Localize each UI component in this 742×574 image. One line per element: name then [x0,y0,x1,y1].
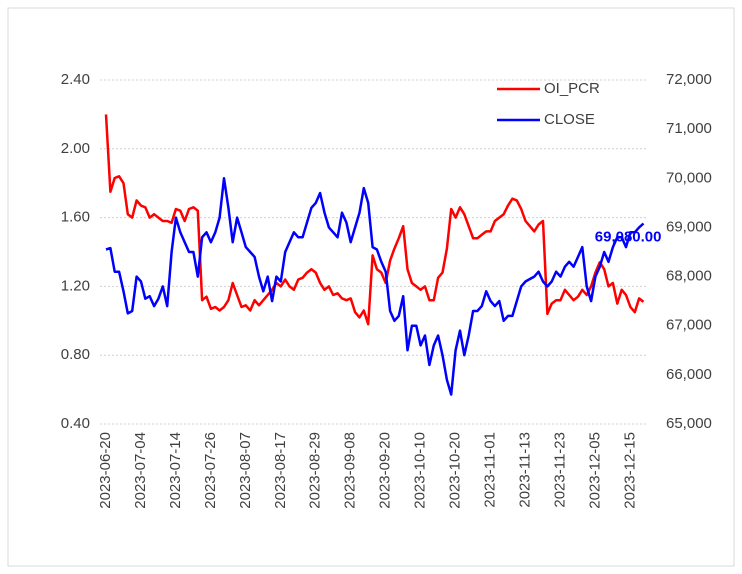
x-tick-label: 2023-09-08 [342,432,359,509]
y-tick-label: 0.40 [61,415,90,432]
x-tick-label: 2023-07-26 [202,432,219,509]
y2-tick-label: 65,000 [666,415,712,432]
x-tick-label: 2023-11-13 [516,432,533,508]
x-tick-label: 2023-07-04 [132,432,149,509]
legend-label: CLOSE [544,111,595,128]
x-tick-label: 2023-12-05 [586,432,603,509]
y2-tick-label: 67,000 [666,317,712,334]
x-tick-label: 2023-12-15 [621,432,638,509]
x-tick-label: 2023-11-23 [551,432,568,508]
legend-label: OI_PCR [544,80,600,97]
x-tick-label: 2023-11-01 [482,432,499,508]
data-label: 69,080.00 [595,228,662,245]
x-tick-label: 2023-08-29 [307,432,324,509]
y2-tick-label: 71,000 [666,120,712,137]
series-line [105,177,645,396]
x-tick-label: 2023-08-17 [272,432,289,509]
y-tick-label: 2.00 [61,140,90,157]
x-tick-label: 2023-07-14 [167,432,184,509]
y-tick-label: 2.40 [61,71,90,88]
y2-tick-label: 72,000 [666,71,712,88]
y2-tick-label: 66,000 [666,366,712,383]
x-tick-label: 2023-10-10 [412,432,429,509]
series-line [104,114,645,326]
y2-tick-label: 70,000 [666,169,712,186]
x-tick-label: 2023-08-07 [237,432,254,509]
x-tick-label: 2023-10-20 [447,432,464,509]
x-tick-label: 2023-09-20 [377,432,394,509]
y2-tick-label: 68,000 [666,268,712,285]
y-tick-label: 1.20 [61,277,90,294]
y-tick-label: 0.80 [61,346,90,363]
x-tick-label: 2023-06-20 [97,432,114,509]
y2-tick-label: 69,000 [666,218,712,235]
y-tick-label: 1.60 [61,209,90,226]
